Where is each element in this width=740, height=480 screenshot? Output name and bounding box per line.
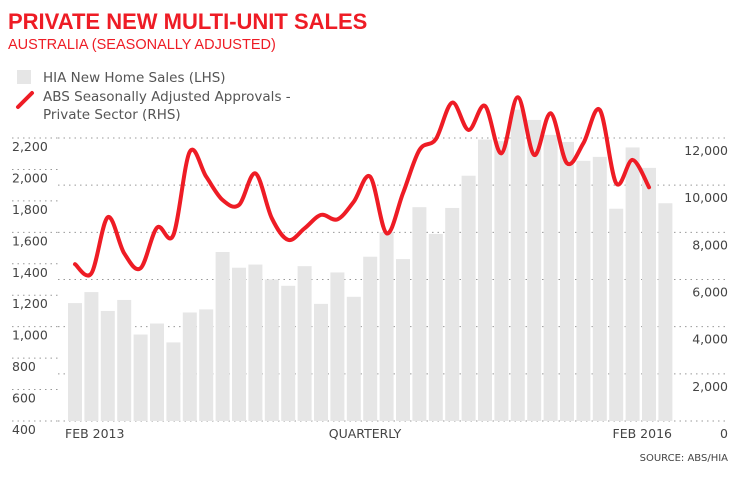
left-tick-label: 1,000 — [12, 328, 48, 343]
bar — [412, 207, 427, 421]
bar — [199, 309, 214, 421]
chart-title: PRIVATE NEW MULTI-UNIT SALES — [8, 9, 367, 34]
bar — [68, 303, 82, 421]
left-axis-ticks: 400 600 800 1,000 1,200 1,400 1,600 1,800 2,000 2… — [12, 139, 48, 437]
legend-line-swatch — [16, 91, 34, 109]
left-tick-label: 800 — [12, 359, 36, 374]
left-tick-label: 1,200 — [12, 296, 48, 311]
legend-bar-swatch — [17, 70, 31, 84]
legend-label-hia: HIA New Home Sales (LHS) — [43, 70, 226, 86]
bar — [494, 141, 509, 421]
bar — [182, 312, 197, 421]
bar — [281, 285, 296, 421]
bar — [396, 259, 410, 421]
x-label-start: FEB 2013 — [65, 426, 124, 441]
bar — [166, 342, 181, 421]
x-label-middle: QUARTERLY — [329, 426, 402, 441]
left-tick-label: 1,600 — [12, 233, 48, 248]
bar — [445, 207, 460, 421]
bar — [510, 109, 525, 421]
bar — [133, 334, 148, 421]
legend-label-abs-1: ABS Seasonally Adjusted Approvals - — [43, 89, 291, 105]
bar — [346, 296, 361, 421]
source-note: SOURCE: ABS/HIA — [640, 453, 729, 464]
bar — [428, 233, 443, 421]
left-tick-label: 400 — [12, 422, 36, 437]
x-label-end: FEB 2016 — [613, 426, 672, 441]
bar — [576, 160, 591, 421]
legend-label-abs-2: Private Sector (RHS) — [43, 107, 181, 123]
bar — [215, 251, 230, 421]
bar — [478, 139, 492, 422]
bar — [461, 175, 476, 421]
bar — [248, 264, 263, 421]
left-tick-label: 600 — [12, 391, 36, 406]
right-axis-ticks: 0 2,000 4,000 6,000 8,000 10,000 12,000 — [684, 143, 728, 441]
bar — [363, 256, 378, 421]
bar — [232, 267, 246, 421]
right-tick-label: 6,000 — [692, 285, 728, 300]
bar — [264, 279, 279, 421]
left-tick-label: 2,000 — [12, 170, 48, 185]
bar — [592, 156, 607, 421]
bar — [642, 167, 656, 421]
gridlines — [12, 137, 728, 422]
bar — [560, 141, 574, 422]
bar — [625, 147, 640, 421]
bar — [150, 323, 164, 421]
bar — [543, 134, 558, 421]
bar — [609, 208, 624, 421]
bar-series — [68, 109, 673, 422]
left-tick-label: 2,200 — [12, 139, 48, 154]
bar — [330, 272, 345, 421]
right-tick-label: 4,000 — [692, 332, 728, 347]
chart-subtitle: AUSTRALIA (SEASONALLY ADJUSTED) — [8, 37, 276, 53]
right-tick-label: 10,000 — [684, 190, 728, 205]
left-tick-label: 1,400 — [12, 265, 48, 280]
bar — [379, 232, 394, 421]
left-tick-label: 1,800 — [12, 202, 48, 217]
bar — [658, 203, 673, 421]
line-series — [73, 95, 651, 278]
bar — [527, 119, 542, 422]
bar — [314, 303, 328, 421]
bar — [117, 299, 132, 421]
right-tick-label: 12,000 — [684, 143, 728, 158]
right-tick-label: 2,000 — [692, 379, 728, 394]
right-tick-label: 8,000 — [692, 237, 728, 252]
bar — [84, 292, 99, 421]
bar — [297, 266, 312, 421]
right-tick-label: 0 — [720, 426, 728, 441]
bar — [100, 310, 115, 421]
